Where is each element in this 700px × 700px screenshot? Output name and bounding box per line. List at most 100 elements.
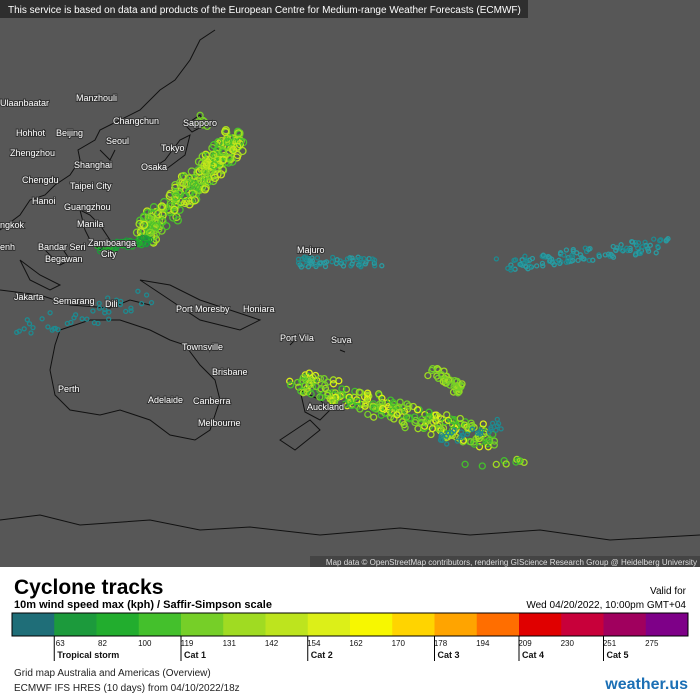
track-point (425, 412, 433, 421)
track-point (112, 245, 120, 252)
city-label: Osaka (141, 162, 167, 172)
track-point (139, 220, 149, 230)
track-point (608, 251, 614, 258)
scale-tick-label: 131 (223, 639, 237, 648)
track-point (144, 227, 153, 236)
city-label: Hanoi (32, 196, 56, 206)
track-point (515, 456, 523, 465)
track-point (293, 378, 302, 387)
cyclone-tracks (14, 111, 671, 470)
track-point (488, 425, 494, 431)
track-point (118, 298, 124, 305)
track-point (307, 390, 315, 398)
track-point (635, 240, 642, 246)
city-label: enh (0, 242, 15, 252)
track-point (539, 260, 546, 267)
track-point (453, 422, 461, 430)
track-point (184, 187, 194, 196)
track-point (342, 385, 351, 394)
track-point (345, 393, 353, 401)
track-point (493, 427, 499, 433)
city-label: Tokyo (161, 143, 185, 153)
city-label: ngkok (0, 220, 25, 230)
track-point (316, 375, 325, 383)
track-point (170, 200, 180, 210)
track-point (234, 129, 243, 138)
track-point (223, 138, 232, 147)
track-point (493, 256, 500, 262)
track-point (349, 261, 355, 267)
track-point (398, 418, 406, 426)
map-background (0, 0, 700, 567)
track-point (329, 380, 338, 388)
scale-tick-label: 162 (349, 639, 363, 648)
track-point (448, 431, 456, 440)
track-point (318, 393, 326, 402)
track-point (629, 238, 635, 245)
track-point (457, 381, 465, 390)
city-label: Perth (58, 384, 80, 394)
track-point (358, 264, 364, 270)
track-point (143, 240, 150, 248)
track-point (512, 257, 519, 263)
track-point (479, 420, 487, 428)
track-point (422, 418, 430, 426)
track-point (198, 152, 207, 161)
city-label: Changchun (113, 116, 159, 126)
track-point (446, 381, 454, 389)
track-point (361, 255, 367, 262)
track-point (21, 326, 27, 332)
scale-tick-label: 251 (603, 639, 617, 648)
track-point (425, 408, 433, 416)
scale-border (11, 612, 689, 637)
track-point (224, 153, 234, 163)
scale-tick-label: 170 (392, 639, 406, 648)
track-point (547, 257, 553, 264)
track-point (238, 146, 247, 156)
track-point (653, 250, 659, 256)
category-label: Cat 2 (311, 650, 333, 660)
track-point (361, 400, 370, 408)
track-point (189, 180, 199, 189)
track-point (458, 380, 466, 388)
track-point (551, 262, 557, 268)
city-label: Manzhouli (76, 93, 117, 103)
city-label: Chengdu (22, 175, 59, 185)
track-point (171, 180, 180, 190)
track-point (309, 261, 315, 267)
track-point (210, 173, 220, 182)
track-point (197, 176, 206, 185)
track-point (434, 413, 443, 421)
track-point (634, 245, 641, 251)
track-point (144, 223, 153, 232)
scale-segment (434, 613, 478, 636)
category-label: Cat 5 (607, 650, 629, 660)
city-label: City (101, 249, 117, 259)
city-label: Guangzhou (64, 202, 111, 212)
track-point (96, 300, 102, 307)
scale-segment (138, 613, 182, 636)
track-point (502, 460, 510, 468)
attribution-bg (310, 556, 700, 567)
track-point (393, 411, 401, 419)
track-point (577, 252, 584, 258)
track-point (170, 205, 179, 215)
track-point (187, 167, 196, 176)
scale-segment (603, 613, 647, 636)
city-label: Manila (77, 219, 104, 229)
track-point (664, 237, 670, 243)
track-point (354, 397, 362, 406)
scale-segment (223, 613, 266, 636)
track-point (188, 189, 197, 198)
track-point (135, 219, 144, 229)
track-point (372, 263, 378, 269)
track-point (298, 264, 305, 270)
attribution: Map data © OpenStreetMap contributors, r… (326, 558, 697, 567)
footer-line: ECMWF IFS HRES (10 days) from 04/10/2022… (14, 683, 240, 694)
city-label: Jakarta (14, 292, 44, 302)
track-point (166, 208, 175, 217)
track-point (464, 431, 471, 437)
track-point (428, 366, 436, 375)
track-point (132, 228, 142, 237)
track-point (135, 288, 141, 294)
